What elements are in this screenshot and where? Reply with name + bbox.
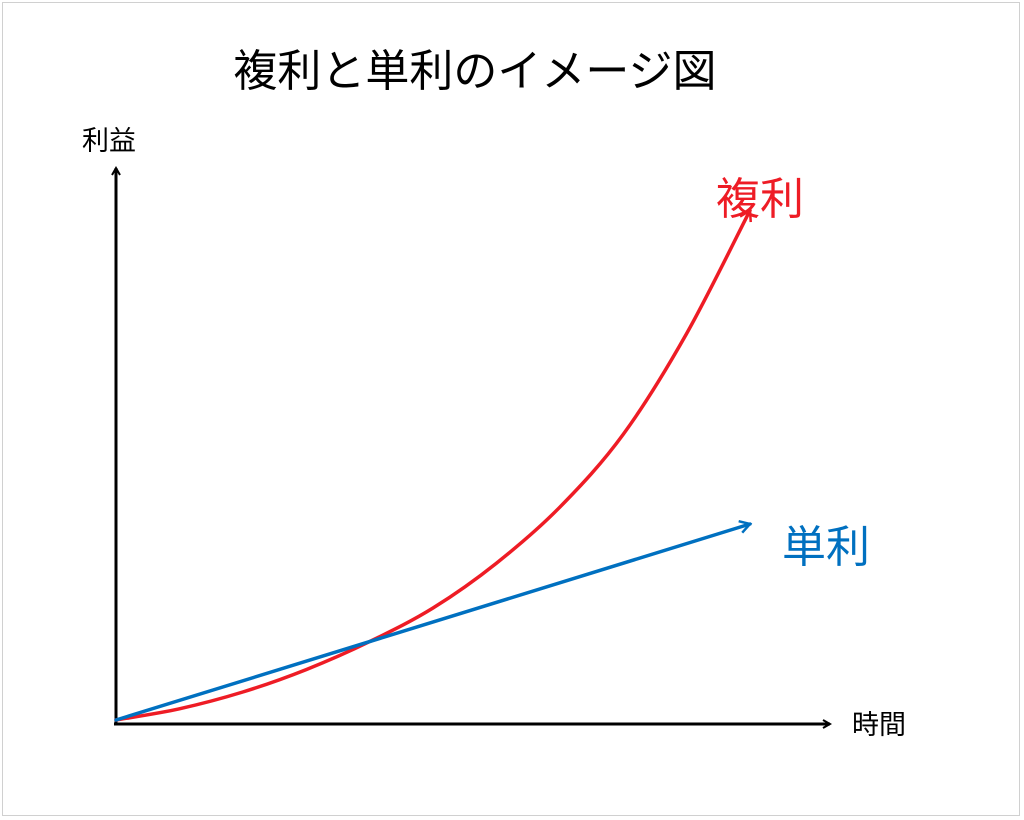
series-line-simple <box>114 524 750 722</box>
series-label-simple: 単利 <box>782 522 870 573</box>
series-line-compound <box>114 210 750 722</box>
y-axis-label: 利益 <box>82 126 136 157</box>
chart-title: 複利と単利のイメージ図 <box>233 46 717 97</box>
x-axis-label: 時間 <box>852 710 906 741</box>
series-label-compound: 複利 <box>716 174 804 225</box>
